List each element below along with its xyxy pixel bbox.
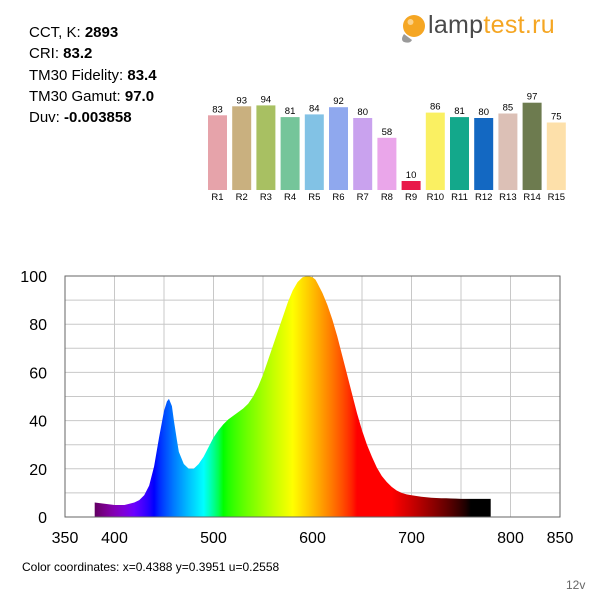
cri-bar-r13 [498,113,518,190]
logo-text-test-ru: test.ru [483,11,555,39]
spectrum-chart: 0 20 40 60 80 100 350 400 500 600 700 800 850 [20,269,574,547]
cri-value-label: 81 [285,106,296,117]
duv-label: Duv: [29,109,65,127]
cri-value: 83.2 [63,45,93,63]
cri-bar-r11 [450,117,469,190]
cri-category-label: R2 [236,192,248,203]
y-tick-label: 40 [29,414,47,431]
cri-category-label: R12 [475,192,492,203]
cri-value-label: 84 [309,103,320,114]
cri-value-label: 80 [357,107,368,118]
cri-category-label: R7 [357,192,369,203]
cri-value-label: 86 [430,102,441,113]
cri-category-label: R11 [451,192,468,203]
tm30-fidelity-label: TM30 Fidelity: [29,66,128,84]
x-tick-label: 500 [200,530,227,547]
cri-value-label: 94 [261,94,272,105]
logo-text: lamptest.ru [428,11,555,40]
cri-category-label: R9 [405,192,417,203]
y-tick-label: 100 [20,269,47,286]
y-tick-label: 80 [29,317,47,334]
x-tick-label: 800 [497,530,524,547]
site-logo[interactable]: lamptest.ru [398,8,578,48]
footer-note: 12v [566,578,586,592]
cri-category-label: R14 [523,192,540,203]
cri-category-label: R5 [308,192,320,203]
measurement-stats: CCT, K: 2893 CRI: 83.2 TM30 Fidelity: 83… [29,22,157,128]
cri-value-label: 92 [333,96,344,107]
cri-value-label: 75 [551,112,562,123]
y-tick-label: 20 [29,462,47,479]
cri-label: CRI: [29,45,64,63]
cri-value-label: 93 [236,95,247,106]
cri-bar-r7 [353,118,373,190]
cri-category-label: R3 [260,192,272,203]
x-tick-label: 850 [547,530,574,547]
cri-bar-chart: 83 R1 93 R2 94 R3 81 R4 84 R5 92 R6 80 R7 58 R8 10 R9 86 R1… [208,92,566,203]
cri-bar-r15 [546,122,566,190]
y-tick-label: 60 [29,365,47,382]
x-tick-label: 400 [101,530,128,547]
cri-category-label: R8 [381,192,393,203]
lightbulb-icon [402,15,425,43]
spectrum-area [94,276,491,517]
cri-category-label: R15 [548,192,565,203]
cri-bar-r5 [304,114,324,190]
cri-bar-r3 [256,105,276,190]
cri-category-label: R10 [427,192,444,203]
cct-row: CCT, K: 2893 [29,22,157,43]
tm30-gamut-label: TM30 Gamut: [29,87,125,105]
tm30-fidelity-value: 83.4 [127,66,157,84]
cri-value-label: 85 [503,103,514,114]
cri-bar-r2 [232,106,252,190]
cri-category-label: R13 [499,192,516,203]
x-tick-label: 600 [299,530,326,547]
tm30-gamut-row: TM30 Gamut: 97.0 [29,86,157,107]
cri-bar-r14 [522,102,542,190]
tm30-gamut-value: 97.0 [124,87,155,105]
logo-text-lamp: lamp [428,11,484,39]
cct-label: CCT, K: [29,24,85,41]
color-coordinates: Color coordinates: x=0.4388 y=0.3951 u=0… [22,560,280,574]
cct-value: 2893 [84,24,119,41]
cri-bar-r10 [425,112,445,190]
cri-bar-r8 [377,137,397,190]
x-tick-label: 700 [398,530,425,547]
duv-row: Duv: -0.003858 [29,107,157,128]
cri-row: CRI: 83.2 [29,43,157,64]
cri-value-label: 83 [212,104,223,115]
cri-bar-r12 [474,118,494,190]
cri-bar-r4 [280,117,300,190]
cri-value-label: 81 [454,106,465,117]
plot-frame [64,275,561,518]
cri-bar-r1 [208,115,227,190]
cri-bar-r6 [329,107,348,190]
cri-value-label: 97 [527,92,538,103]
cri-bar-r9 [401,181,421,190]
y-tick-label: 0 [38,510,47,527]
cri-category-label: R6 [332,192,344,203]
tm30-fidelity-row: TM30 Fidelity: 83.4 [29,65,157,86]
cri-value-label: 80 [478,107,489,118]
cri-category-label: R4 [284,192,296,203]
x-tick-label: 350 [52,530,79,547]
duv-value: -0.003858 [64,109,132,127]
cri-value-label: 58 [382,127,393,138]
cri-category-label: R1 [211,192,223,203]
cri-value-label: 10 [406,170,417,181]
